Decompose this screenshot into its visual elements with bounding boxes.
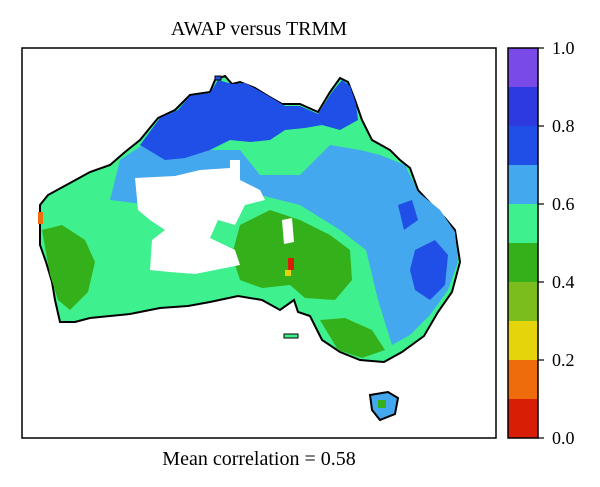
region-0.7-0.8-east-2: [398, 200, 418, 230]
colorbar-segment: [508, 204, 538, 243]
mean-correlation-caption: Mean correlation = 0.58: [162, 448, 356, 470]
map-title: AWAP versus TRMM: [170, 18, 348, 40]
region-0.4-0.5-southeast: [320, 318, 385, 358]
region-0.4-0.5-interior: [232, 210, 352, 300]
colorbar-tick-label: 0.4: [552, 272, 575, 292]
island-north: [214, 75, 222, 81]
colorbar-segment: [508, 243, 538, 282]
region-0.2-0.3-hotspot: [285, 270, 291, 276]
colorbar-segment: [508, 282, 538, 321]
colorbar-segment: [508, 165, 538, 204]
colorbar-border: [507, 47, 539, 439]
colorbar-tick-label: 1.0: [552, 38, 575, 58]
colorbar-segment: [508, 360, 538, 399]
no-data-region-central: [282, 218, 294, 244]
colorbar-segment: [508, 399, 538, 438]
colorbar-segment: [508, 87, 538, 126]
region-0.7-0.8-north: [140, 80, 358, 160]
region-0.0-0.1-hotspot: [288, 258, 294, 270]
colorbar-tick-label: 0.6: [552, 194, 575, 214]
region-0.7-0.8-east: [410, 240, 448, 300]
colorbar-segment: [508, 321, 538, 360]
tasmania-green: [378, 400, 386, 408]
colorbar-segment: [508, 126, 538, 165]
colorbar-segment: [508, 48, 538, 87]
region-0.4-0.5-southwest: [42, 225, 95, 310]
map-frame-border: [21, 47, 497, 439]
no-data-region-west: [135, 160, 265, 274]
colorbar-tick-label: 0.8: [552, 116, 575, 136]
region-0.1-0.2-westcoast: [38, 212, 43, 224]
colorbar-tick-label: 0.0: [552, 428, 575, 448]
island-south: [283, 333, 299, 339]
colorbar-tick-label: 0.2: [552, 350, 575, 370]
